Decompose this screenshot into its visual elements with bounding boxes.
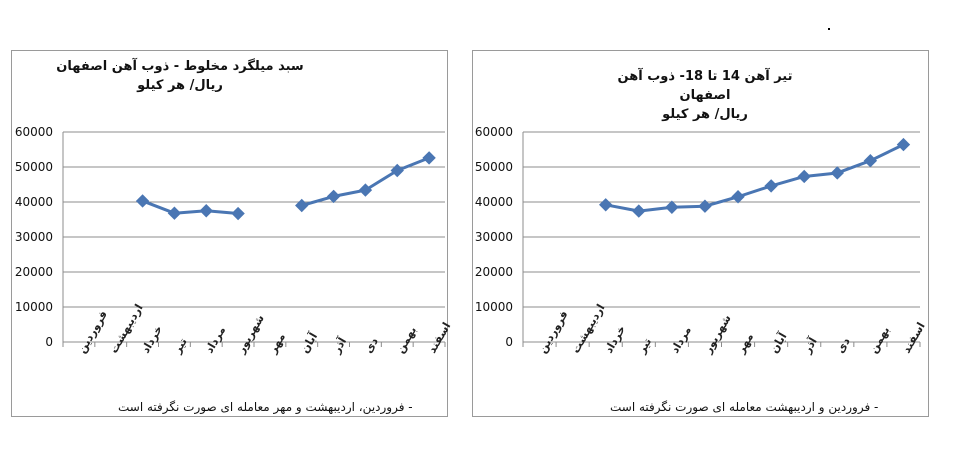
- x-tick-label: آبان: [767, 330, 790, 356]
- x-tick-label: شهریور: [234, 312, 267, 356]
- x-tick-label: اسفند: [425, 320, 453, 355]
- data-point-marker: [632, 204, 646, 218]
- y-tick-label: 50000: [15, 160, 53, 174]
- y-tick-label: 10000: [15, 300, 53, 314]
- x-tick-label: دی: [362, 335, 381, 355]
- data-point-marker: [135, 194, 150, 208]
- chart-left-title-line2: ریال/ هر کیلو: [137, 78, 223, 93]
- series-line: [605, 143, 905, 213]
- stray-dot: [828, 28, 830, 30]
- chart-left-title-line1: سبد میلگرد مخلوط - ذوب آهن اصفهان: [56, 59, 304, 74]
- x-tick-label: شهریور: [701, 312, 734, 356]
- chart-right-title-line1: تیر آهن 14 تا 18- ذوب آهن اصفهان: [617, 69, 793, 103]
- y-tick-label: 20000: [475, 265, 513, 279]
- x-tick-label: خرداد: [139, 323, 165, 355]
- x-tick-label: تیر: [170, 336, 189, 357]
- data-point-marker: [764, 179, 778, 193]
- x-tick-label: آذر: [799, 335, 820, 357]
- chart-right-frame: [472, 50, 929, 417]
- data-point-marker: [731, 190, 745, 204]
- data-point-marker: [830, 166, 844, 180]
- y-tick-label: 0: [45, 335, 53, 349]
- chart-right-note: - فروردین و اردیبهشت معامله ای صورت نگرف…: [610, 400, 879, 414]
- chart-left-title: سبد میلگرد مخلوط - ذوب آهن اصفهان ریال/ …: [40, 57, 320, 95]
- chart-right-title: تیر آهن 14 تا 18- ذوب آهن اصفهان ریال/ ه…: [590, 67, 820, 124]
- x-tick-label: مهر: [266, 331, 288, 356]
- x-tick-label: مهر: [734, 331, 756, 356]
- series-line: [301, 156, 430, 207]
- data-point-marker: [797, 169, 811, 184]
- x-tick-label: فروردین: [536, 308, 571, 355]
- x-tick-label: اسفند: [900, 320, 928, 355]
- data-point-marker: [665, 200, 679, 214]
- x-tick-label: دی: [834, 335, 853, 355]
- chart-left-frame: [11, 50, 448, 417]
- data-point-marker: [863, 153, 878, 168]
- x-tick-label: بهمن: [867, 324, 893, 355]
- x-tick-label: مرداد: [668, 324, 694, 355]
- x-tick-label: آذر: [329, 335, 350, 357]
- chart-right-title-line2: ریال/ هر کیلو: [662, 107, 748, 122]
- y-tick-label: 0: [505, 335, 513, 349]
- x-tick-label: آبان: [297, 330, 320, 356]
- y-tick-label: 60000: [475, 125, 513, 139]
- data-point-marker: [422, 151, 436, 165]
- x-tick-label: تیر: [635, 336, 654, 357]
- x-tick-label: خرداد: [602, 323, 628, 355]
- x-tick-label: فروردین: [75, 308, 110, 355]
- y-tick-label: 60000: [15, 125, 53, 139]
- x-tick-label: بهمن: [394, 324, 420, 355]
- data-point-marker: [390, 163, 404, 178]
- chart-left-note: - فروردین، اردیبهشت و مهر معامله ای صورت…: [118, 400, 413, 414]
- x-tick-label: اردیبهشت: [569, 302, 607, 356]
- data-point-marker: [358, 183, 373, 197]
- y-tick-label: 30000: [15, 230, 53, 244]
- x-tick-label: مرداد: [203, 324, 229, 355]
- data-point-marker: [295, 198, 309, 213]
- data-point-marker: [599, 198, 613, 212]
- y-tick-label: 40000: [475, 195, 513, 209]
- y-tick-label: 50000: [475, 160, 513, 174]
- y-tick-label: 40000: [15, 195, 53, 209]
- data-point-marker: [199, 204, 213, 218]
- data-point-marker: [167, 206, 182, 220]
- y-tick-label: 20000: [15, 265, 53, 279]
- series-line: [142, 199, 239, 216]
- data-point-marker: [326, 189, 341, 204]
- y-tick-label: 30000: [475, 230, 513, 244]
- data-point-marker: [231, 206, 245, 221]
- y-tick-label: 10000: [475, 300, 513, 314]
- data-point-marker: [698, 199, 712, 213]
- data-point-marker: [896, 137, 911, 152]
